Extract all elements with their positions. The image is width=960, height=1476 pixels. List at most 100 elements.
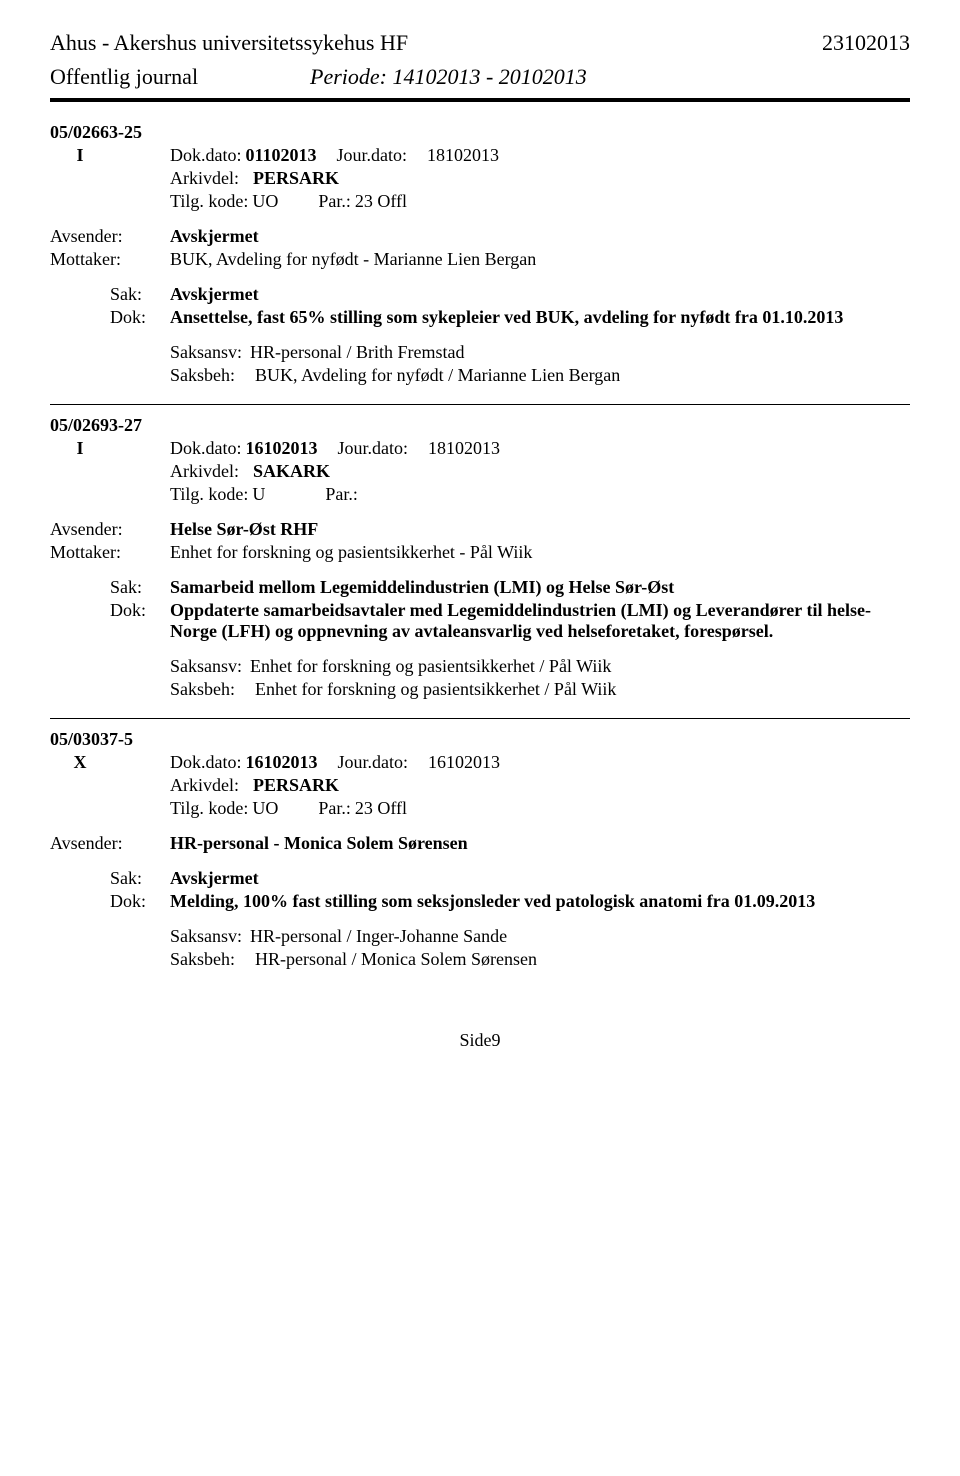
- doc-type: I: [50, 438, 110, 459]
- saksbeh-row: Saksbeh: Enhet for forskning og pasients…: [170, 679, 910, 700]
- par-label: Par.:: [325, 484, 358, 505]
- tilg-kode-row: Tilg. kode: UO Par.: 23 Offl: [170, 798, 910, 819]
- journal-type: Offentlig journal: [50, 64, 310, 90]
- avsender-row: Avsender: Avskjermet: [50, 226, 910, 247]
- dok-dato: 16102013: [246, 752, 318, 773]
- saksbeh-label: Saksbeh:: [170, 679, 235, 700]
- saksbeh-row: Saksbeh: BUK, Avdeling for nyfødt / Mari…: [170, 365, 910, 386]
- saksansv-label: Saksansv:: [170, 926, 242, 947]
- dok-dato-label: Dok.dato:: [170, 752, 242, 773]
- arkivdel-label: Arkivdel:: [170, 775, 239, 796]
- dok-dato-label: Dok.dato:: [170, 145, 242, 166]
- dok-label: Dok:: [110, 307, 170, 328]
- doc-date-row: I Dok.dato: 01102013 Jour.dato: 18102013: [50, 145, 910, 166]
- sak-row: Sak: Samarbeid mellom Legemiddelindustri…: [50, 577, 910, 598]
- jour-dato: 18102013: [427, 145, 499, 166]
- saksansv-row: Saksansv: HR-personal / Brith Fremstad: [170, 342, 910, 363]
- sak-label: Sak:: [110, 577, 170, 598]
- par-label: Par.:: [318, 191, 351, 212]
- tilg-kode-row: Tilg. kode: U Par.:: [170, 484, 910, 505]
- dok-row: Dok: Oppdaterte samarbeidsavtaler med Le…: [50, 600, 910, 642]
- sak-row: Sak: Avskjermet: [50, 284, 910, 305]
- avsender: Helse Sør-Øst RHF: [170, 519, 318, 540]
- footer-page: Side9: [50, 1030, 910, 1051]
- case-id: 05/02693-27: [50, 415, 910, 436]
- tilg-kode-label: Tilg. kode:: [170, 798, 248, 819]
- dok: Ansettelse, fast 65% stilling som sykepl…: [170, 307, 843, 328]
- mottaker: BUK, Avdeling for nyfødt - Marianne Lien…: [170, 249, 536, 270]
- jour-dato: 16102013: [428, 752, 500, 773]
- dok-row: Dok: Melding, 100% fast stilling som sek…: [50, 891, 910, 912]
- arkivdel-row: Arkivdel: SAKARK: [170, 461, 910, 482]
- avsender-label: Avsender:: [50, 833, 170, 854]
- header-row: Ahus - Akershus universitetssykehus HF 2…: [50, 30, 910, 56]
- dok-label: Dok:: [110, 600, 170, 621]
- tilg-kode-label: Tilg. kode:: [170, 484, 248, 505]
- mottaker-label: Mottaker:: [50, 249, 170, 270]
- case-block: 05/02663-25 I Dok.dato: 01102013 Jour.da…: [50, 122, 910, 386]
- case-id: 05/02663-25: [50, 122, 910, 143]
- sak-label: Sak:: [110, 868, 170, 889]
- period: Periode: 14102013 - 20102013: [310, 64, 587, 90]
- jour-dato-label: Jour.dato:: [338, 752, 409, 773]
- case-block: 05/03037-5 X Dok.dato: 16102013 Jour.dat…: [50, 729, 910, 970]
- mottaker: Enhet for forskning og pasientsikkerhet …: [170, 542, 532, 563]
- dok-row: Dok: Ansettelse, fast 65% stilling som s…: [50, 307, 910, 328]
- saksansv-row: Saksansv: Enhet for forskning og pasient…: [170, 656, 910, 677]
- arkivdel-label: Arkivdel:: [170, 461, 239, 482]
- header-title: Ahus - Akershus universitetssykehus HF: [50, 30, 408, 56]
- tilg-kode: UO: [252, 798, 278, 819]
- tilg-kode-label: Tilg. kode:: [170, 191, 248, 212]
- saksansv: Enhet for forskning og pasientsikkerhet …: [250, 656, 611, 677]
- section-divider: [50, 404, 910, 405]
- saksansv: HR-personal / Brith Fremstad: [250, 342, 464, 363]
- par-label: Par.:: [318, 798, 351, 819]
- saksansv-row: Saksansv: HR-personal / Inger-Johanne Sa…: [170, 926, 910, 947]
- section-divider: [50, 718, 910, 719]
- jour-dato-label: Jour.dato:: [337, 145, 408, 166]
- jour-dato: 18102013: [428, 438, 500, 459]
- par: 23 Offl: [355, 191, 407, 212]
- dok-label: Dok:: [110, 891, 170, 912]
- dok: Oppdaterte samarbeidsavtaler med Legemid…: [170, 600, 890, 642]
- doc-type: I: [50, 145, 110, 166]
- sak: Avskjermet: [170, 284, 259, 305]
- dok-dato: 16102013: [246, 438, 318, 459]
- arkivdel: PERSARK: [253, 168, 339, 189]
- saksbeh-label: Saksbeh:: [170, 365, 235, 386]
- doc-date-row: X Dok.dato: 16102013 Jour.dato: 16102013: [50, 752, 910, 773]
- doc-date-row: I Dok.dato: 16102013 Jour.dato: 18102013: [50, 438, 910, 459]
- mottaker-row: Mottaker: BUK, Avdeling for nyfødt - Mar…: [50, 249, 910, 270]
- saksbeh: BUK, Avdeling for nyfødt / Marianne Lien…: [255, 365, 620, 386]
- header-divider: [50, 98, 910, 102]
- doc-type: X: [50, 752, 110, 773]
- tilg-kode: U: [252, 484, 265, 505]
- saksansv-label: Saksansv:: [170, 656, 242, 677]
- case-id: 05/03037-5: [50, 729, 910, 750]
- header-date: 23102013: [822, 30, 910, 56]
- tilg-kode: UO: [252, 191, 278, 212]
- jour-dato-label: Jour.dato:: [338, 438, 409, 459]
- case-block: 05/02693-27 I Dok.dato: 16102013 Jour.da…: [50, 415, 910, 700]
- saksbeh: Enhet for forskning og pasientsikkerhet …: [255, 679, 616, 700]
- saksbeh-label: Saksbeh:: [170, 949, 235, 970]
- par: 23 Offl: [355, 798, 407, 819]
- avsender: Avskjermet: [170, 226, 259, 247]
- subheader-row: Offentlig journal Periode: 14102013 - 20…: [50, 64, 910, 90]
- saksansv: HR-personal / Inger-Johanne Sande: [250, 926, 507, 947]
- arkivdel: SAKARK: [253, 461, 330, 482]
- saksbeh: HR-personal / Monica Solem Sørensen: [255, 949, 537, 970]
- mottaker-row: Mottaker: Enhet for forskning og pasient…: [50, 542, 910, 563]
- sak-label: Sak:: [110, 284, 170, 305]
- avsender-row: Avsender: HR-personal - Monica Solem Sør…: [50, 833, 910, 854]
- saksansv-label: Saksansv:: [170, 342, 242, 363]
- sak: Avskjermet: [170, 868, 259, 889]
- arkivdel-label: Arkivdel:: [170, 168, 239, 189]
- dok-dato-label: Dok.dato:: [170, 438, 242, 459]
- avsender-label: Avsender:: [50, 519, 170, 540]
- dok-dato: 01102013: [246, 145, 317, 166]
- arkivdel-row: Arkivdel: PERSARK: [170, 775, 910, 796]
- sak-row: Sak: Avskjermet: [50, 868, 910, 889]
- tilg-kode-row: Tilg. kode: UO Par.: 23 Offl: [170, 191, 910, 212]
- avsender-label: Avsender:: [50, 226, 170, 247]
